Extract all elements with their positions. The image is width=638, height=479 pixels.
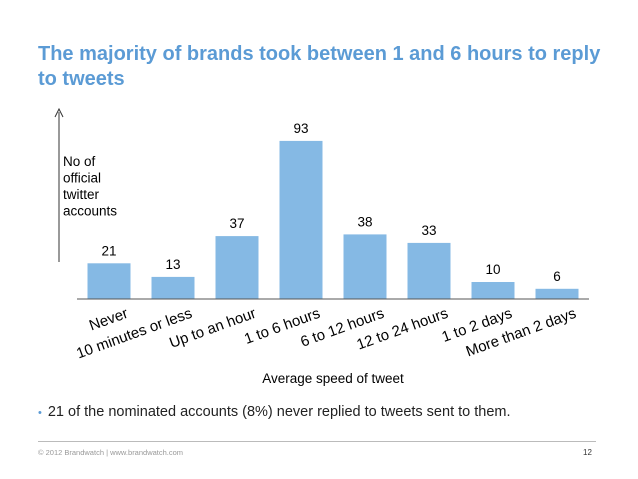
y-axis-label-line: No of xyxy=(63,154,96,169)
y-axis-label-line: twitter xyxy=(63,187,100,202)
bar-8 xyxy=(535,288,579,299)
bar-value-label: 37 xyxy=(229,216,244,231)
bar-2 xyxy=(151,276,195,299)
bar-value-label: 93 xyxy=(293,121,308,136)
bar-value-label: 6 xyxy=(553,269,561,284)
bar-value-label: 21 xyxy=(101,243,116,258)
y-axis-label-line: official xyxy=(63,171,101,186)
bar-7 xyxy=(471,282,515,299)
page-title: The majority of brands took between 1 an… xyxy=(38,43,601,90)
bar-value-label: 10 xyxy=(485,262,500,277)
y-axis-arrowhead xyxy=(54,107,64,118)
footer-copyright: © 2012 Brandwatch | www.brandwatch.com xyxy=(38,448,184,457)
bar-5 xyxy=(343,234,387,299)
footer-divider xyxy=(38,441,596,442)
bar-value-label: 33 xyxy=(421,223,436,238)
y-axis-label: No of official twitter accounts xyxy=(63,154,117,219)
y-axis-label-line: accounts xyxy=(63,204,117,219)
bar-value-label: 38 xyxy=(357,214,372,229)
bar-3 xyxy=(215,236,259,299)
bar-6 xyxy=(407,242,451,299)
bar-1 xyxy=(87,263,131,299)
bar-4 xyxy=(279,140,323,299)
bullet-icon: • xyxy=(38,407,42,419)
bullet-text: 21 of the nominated accounts (8%) never … xyxy=(47,404,511,420)
bullet-point: • 21 of the nominated accounts (8%) never… xyxy=(38,404,511,420)
x-axis-label: Average speed of tweet xyxy=(262,371,404,386)
bar-value-label: 13 xyxy=(165,257,180,272)
page-number: 12 xyxy=(583,448,592,457)
